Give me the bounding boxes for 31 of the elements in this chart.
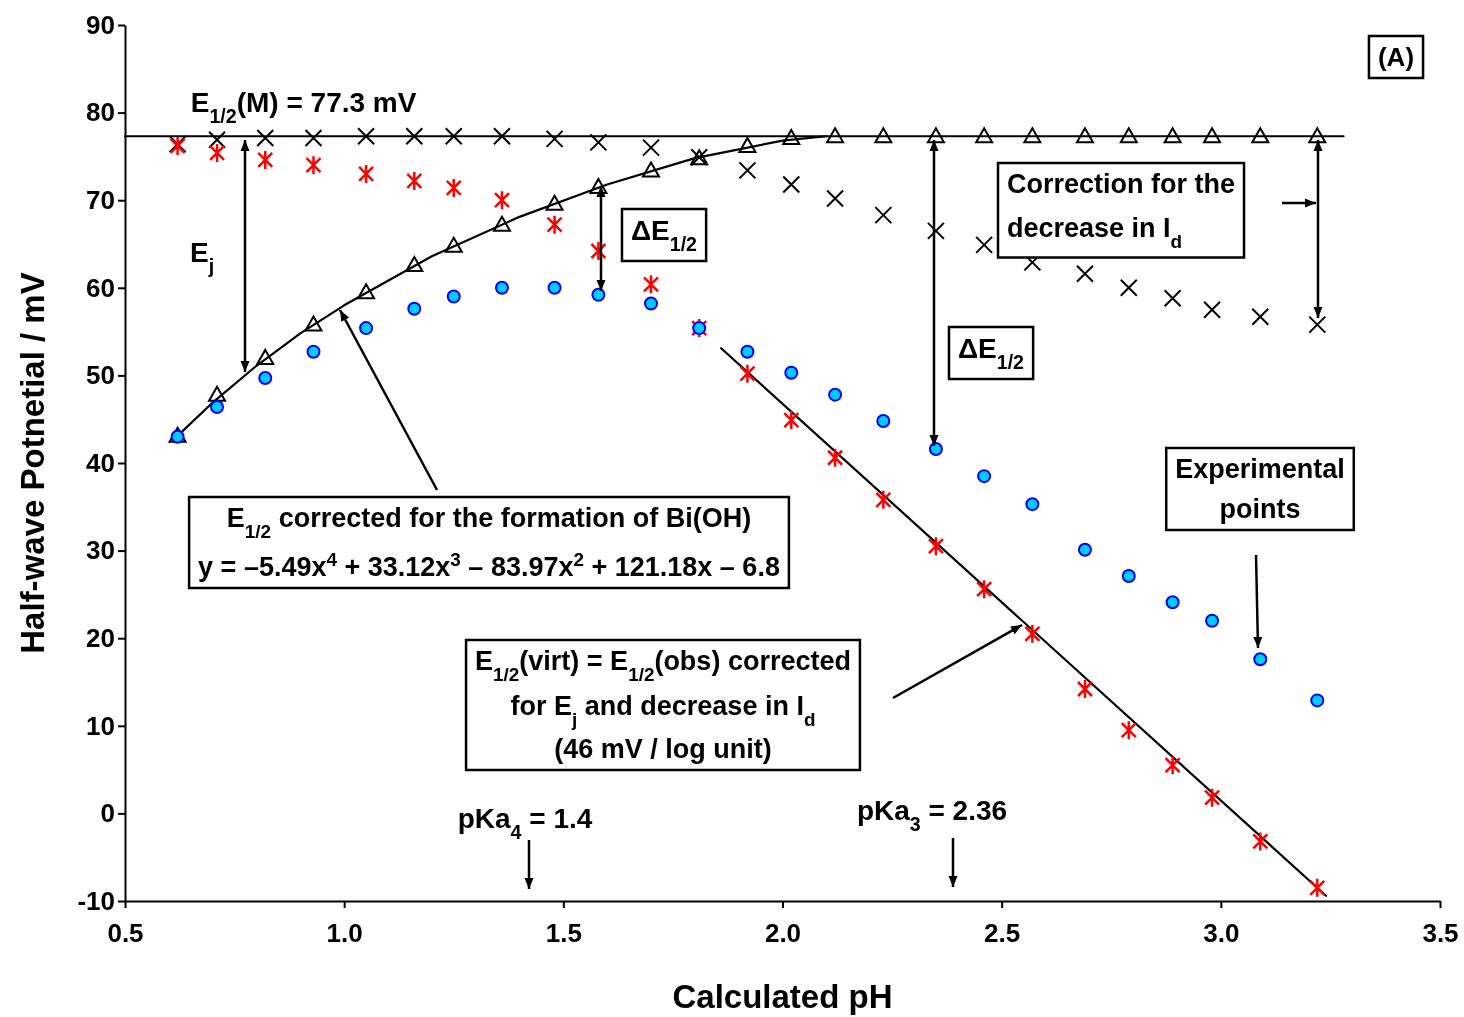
y-tick-label: 40 (86, 447, 115, 478)
x-axis-title: Calculated pH (672, 978, 893, 1015)
y-tick-label: 80 (86, 97, 115, 128)
x-tick-label: 3.0 (1203, 918, 1240, 949)
annotation: E$_{j}$ (190, 237, 215, 277)
annotation: pKa$_{4}$ = 1.4 (457, 803, 593, 843)
x-tick-label: 1.5 (545, 918, 582, 949)
y-tick-label: 30 (86, 535, 115, 566)
x-tick-label: 0.5 (107, 918, 144, 949)
annotation: (A) (1377, 42, 1415, 72)
annotation: Correction for the decrease in I$_{d}$ (1007, 169, 1236, 252)
annotation: E$_{1/2}$(M) = 77.3 mV (190, 87, 417, 128)
y-tick-label: 0 (100, 798, 115, 829)
x-tick-label: 3.5 (1422, 918, 1459, 949)
y-tick-label: 10 (86, 710, 115, 741)
y-tick-label: 60 (86, 272, 115, 303)
annotation: pKa$_{3}$ = 2.36 (856, 795, 1008, 835)
x-tick-label: 2.5 (984, 918, 1021, 949)
y-tick-label: 90 (86, 9, 115, 40)
x-tick-label: 2.0 (764, 918, 802, 949)
annotation: ΔE$_{1/2}$ (957, 333, 1025, 373)
text: E$_{1/2}$ corrected for the formation of Bi(OH) y = –5.49x$^{4}$ + 33.12x$^{3}$ – 83.97x$^{2}$ + 121.18x – 6.8 (198, 503, 780, 582)
y-tick-label: 20 (86, 623, 115, 654)
y-tick-label: 50 (86, 360, 115, 391)
annotation: Experimental points (1175, 454, 1345, 524)
y-tick-label: 70 (86, 185, 115, 216)
text: E$_{1/2}$(virt) = E$_{1/2}$(obs) corrected for E$_{j}$ and decrease in I$_{d}$ (46 mV / log unit) (475, 646, 851, 764)
x-tick-label: 1.0 (326, 918, 363, 949)
annotation: ΔE$_{1/2}$ (630, 215, 698, 255)
y-tick-label: -10 (77, 885, 115, 916)
y-axis-title: Half-wave Potnetial / mV (14, 272, 51, 654)
